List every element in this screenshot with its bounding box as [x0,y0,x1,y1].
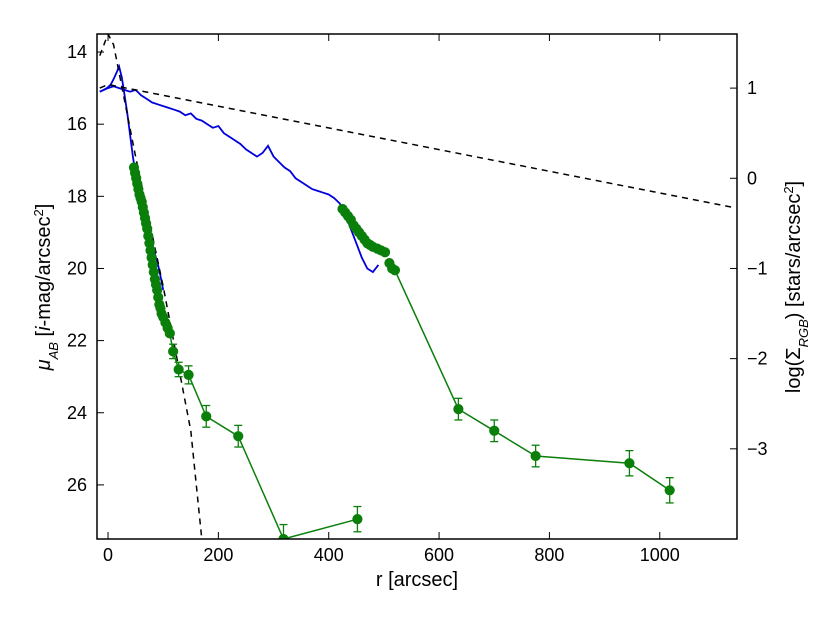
y-left-tick-label: 14 [67,42,87,62]
y-left-tick-label: 16 [67,114,87,134]
y-axis-left-label: μAB [i-mag/arcsec2] [31,204,61,372]
data-point [201,411,212,422]
y-right-tick-label: 1 [747,78,757,98]
y-right-tick-label: −1 [747,258,768,278]
y-left-tick-label: 26 [67,475,87,495]
data-point [168,346,179,357]
y-axis-right-label: log(ΣRGB) [stars/arcsec2] [781,181,811,393]
x-tick-label: 200 [203,545,233,565]
x-axis-label: r [arcsec] [376,569,458,591]
y-left-tick-label: 20 [67,258,87,278]
data-point [664,485,675,496]
data-point [379,247,391,258]
series-line-blue [99,85,380,274]
data-point [352,514,363,525]
plot-frame [96,33,738,540]
data-point [278,533,289,539]
data-point [489,425,500,436]
data-point [530,450,541,462]
data-point [624,458,635,469]
axes-layer: 0 200 400 600 800 1000 14 16 18 20 22 24 26 1 0 −1 −2 −3 [67,34,768,565]
series-layer [99,34,732,539]
y-left-tick-label: 18 [67,186,87,206]
x-tick-label: 1000 [640,545,680,565]
series-line-dashed [99,83,732,208]
x-tick-label: 0 [103,545,113,565]
data-point [389,265,401,276]
plot-area [97,34,737,539]
data-point [233,431,244,442]
y-right-tick-label: 0 [747,168,757,188]
x-tick-label: 400 [314,545,344,565]
x-tick-label: 800 [534,545,564,565]
data-point [173,364,184,375]
y-right-tick-label: −3 [747,439,768,459]
data-point [183,369,194,380]
data-point [453,404,464,415]
y-left-tick-label: 22 [67,331,87,351]
x-tick-label: 600 [424,545,454,565]
data-point [164,328,175,339]
y-right-tick-label: −2 [747,349,768,369]
y-left-tick-label: 24 [67,403,87,423]
